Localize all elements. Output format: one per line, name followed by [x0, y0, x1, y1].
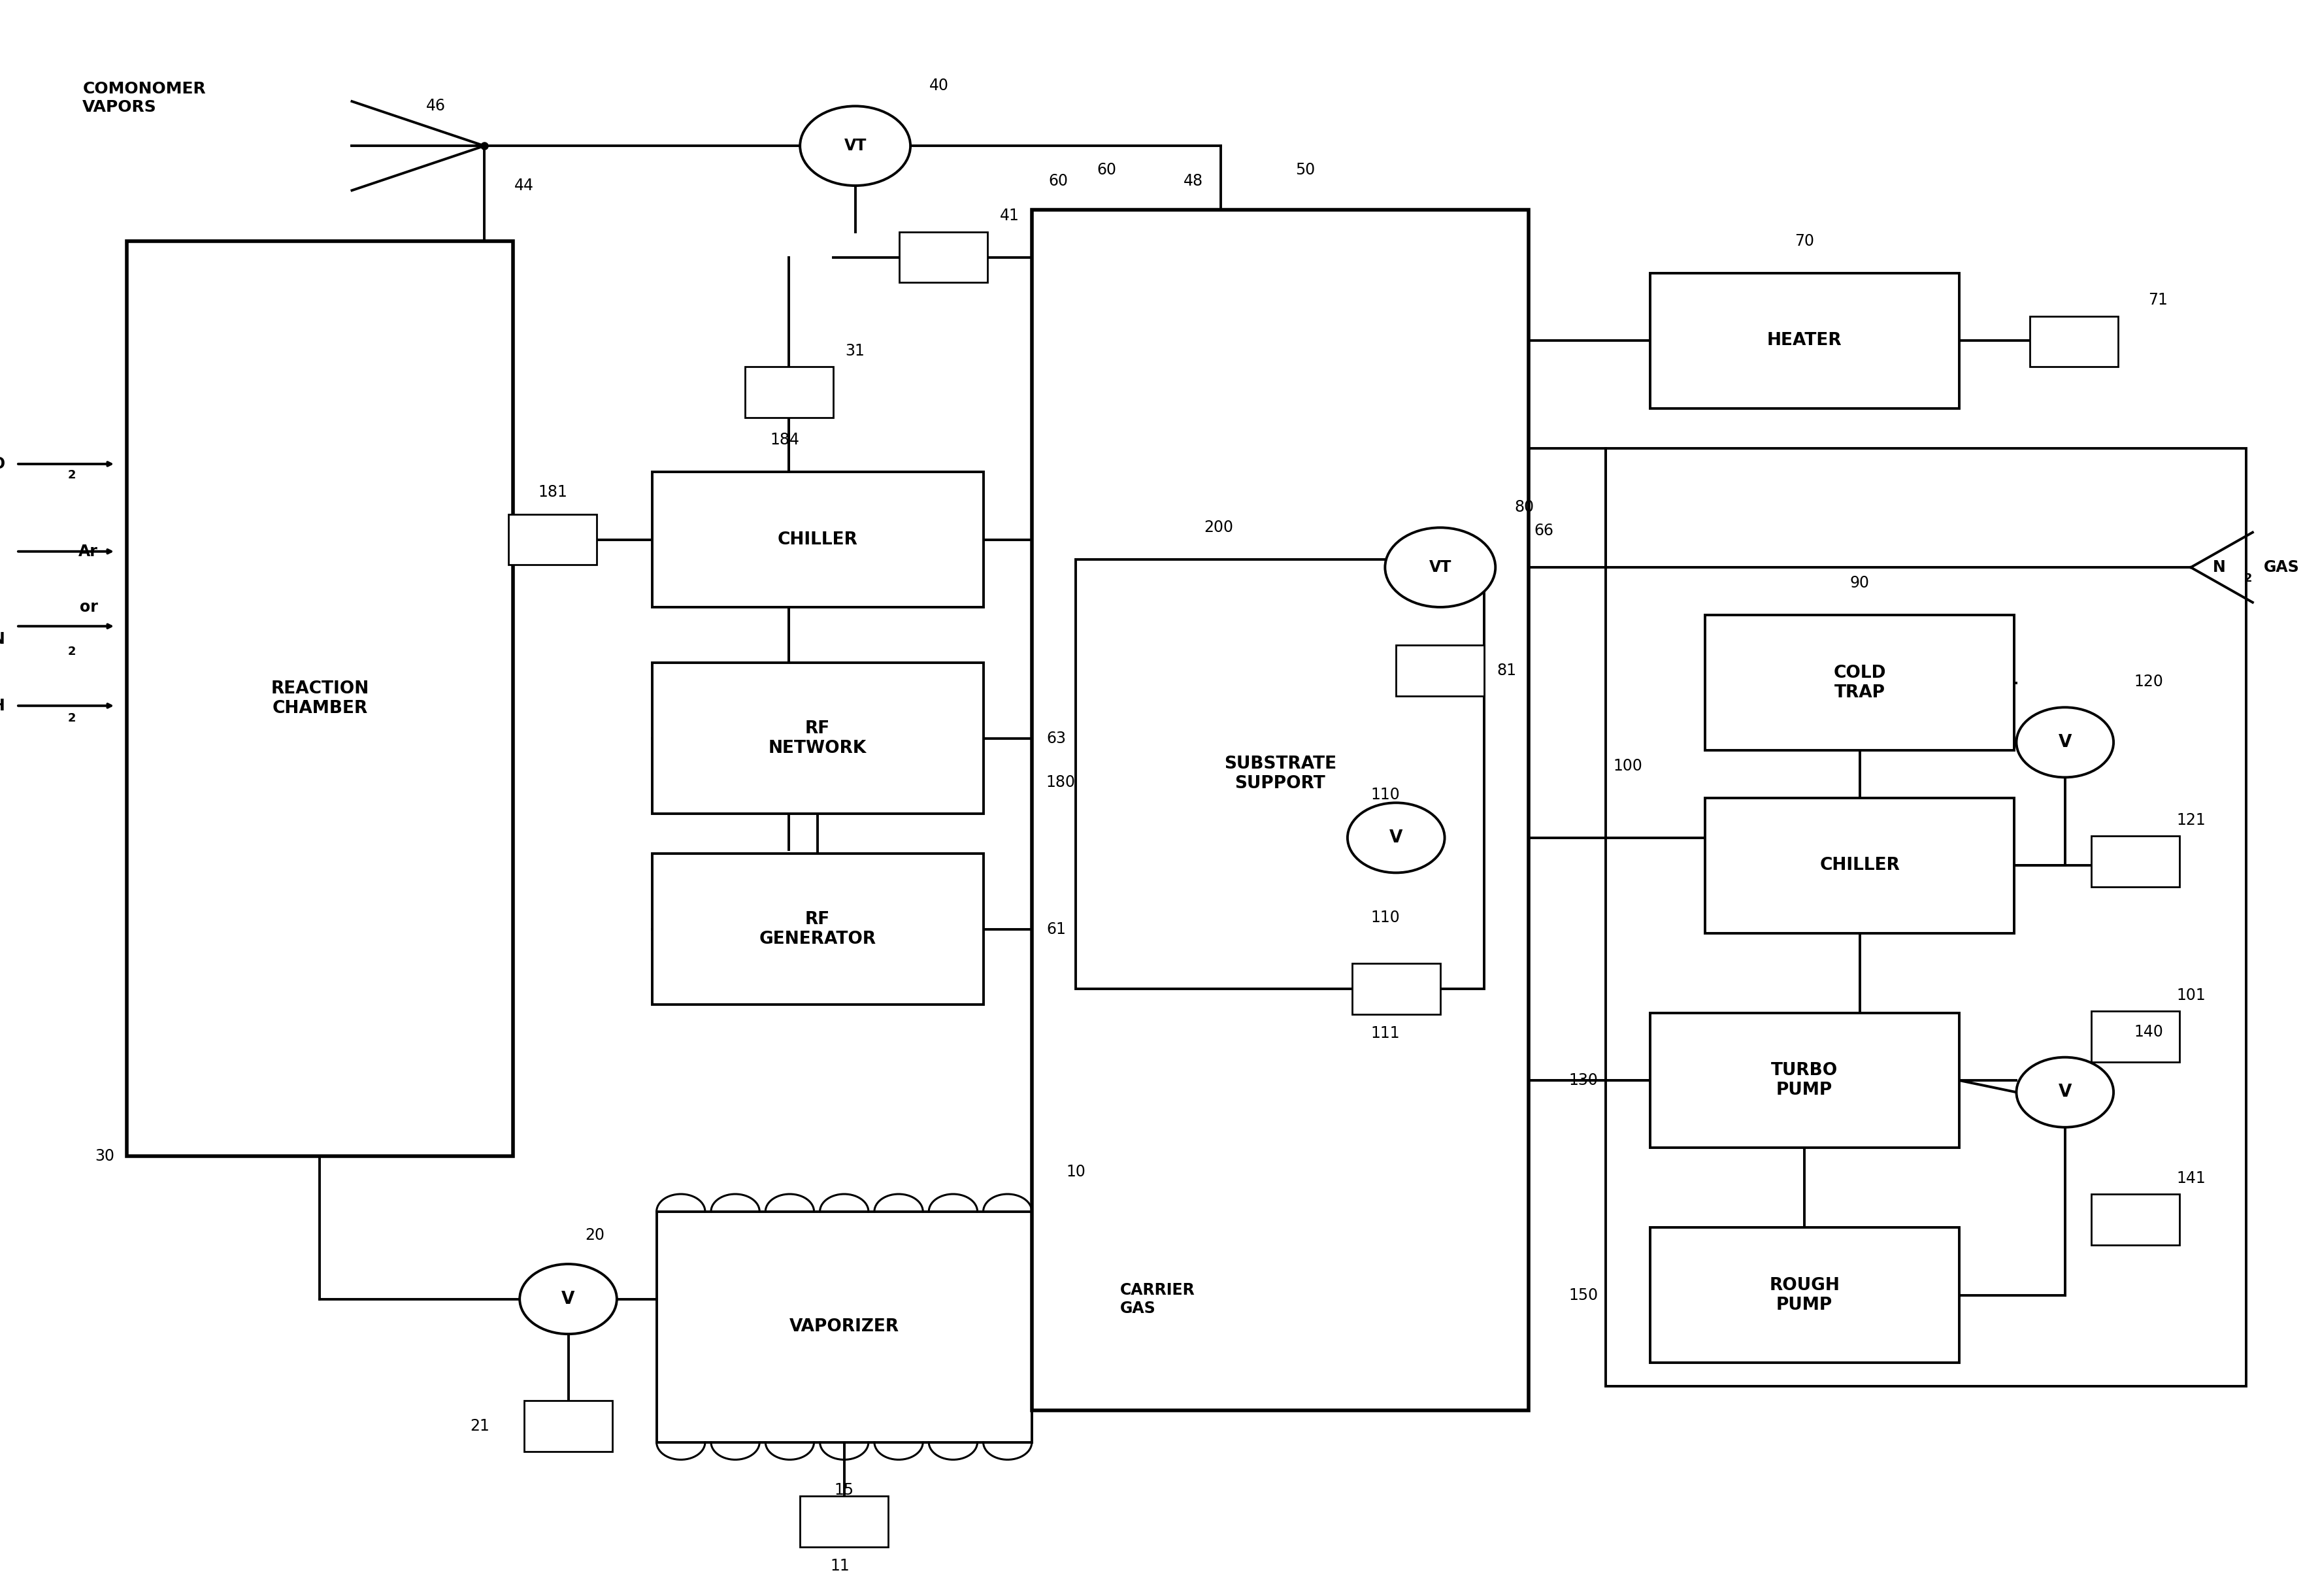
Text: 101: 101 [2176, 988, 2206, 1002]
Text: V: V [562, 1291, 576, 1307]
Text: 180: 180 [1046, 774, 1076, 790]
Text: 181: 181 [539, 484, 567, 500]
Text: 140: 140 [2135, 1025, 2163, 1039]
Bar [2091, 1194, 2179, 1245]
Text: 21: 21 [470, 1419, 491, 1435]
Bar [1352, 964, 1439, 1015]
Bar [744, 367, 834, 418]
Text: 66: 66 [1534, 523, 1555, 538]
Text: 60: 60 [1048, 172, 1069, 188]
Text: 80: 80 [1515, 500, 1534, 516]
Text: 10: 10 [1066, 1163, 1085, 1179]
Text: 70: 70 [1794, 233, 1815, 249]
Text: 40: 40 [930, 78, 949, 93]
Text: 44: 44 [514, 177, 534, 193]
Text: 121: 121 [2176, 812, 2206, 828]
Text: VT: VT [1428, 560, 1451, 575]
Text: O: O [0, 456, 5, 472]
Text: 2: 2 [2243, 573, 2252, 584]
Circle shape [1347, 803, 1444, 873]
Text: V: V [1389, 830, 1403, 846]
Bar [2029, 316, 2119, 367]
Text: 150: 150 [1568, 1288, 1598, 1302]
Circle shape [2017, 707, 2114, 777]
Text: RF
GENERATOR: RF GENERATOR [760, 911, 875, 948]
Text: 50: 50 [1294, 161, 1315, 177]
Text: 2: 2 [67, 712, 76, 725]
Bar [1649, 273, 1960, 409]
Text: HEATER: HEATER [1766, 332, 1842, 350]
Text: 41: 41 [1000, 207, 1020, 223]
Circle shape [2017, 1057, 2114, 1127]
Text: VT: VT [843, 137, 866, 153]
Text: REACTION
CHAMBER: REACTION CHAMBER [272, 680, 368, 717]
Text: N: N [0, 630, 5, 646]
Text: COLD
TRAP: COLD TRAP [1833, 664, 1886, 701]
Bar [2091, 1012, 2179, 1061]
Bar [127, 241, 514, 1156]
Text: Ar: Ar [78, 544, 99, 559]
Bar [1605, 448, 2245, 1387]
Text: 110: 110 [1370, 910, 1400, 926]
Bar [656, 1211, 1032, 1443]
Circle shape [799, 105, 910, 185]
Text: 90: 90 [1849, 576, 1870, 591]
Text: N: N [2213, 560, 2225, 575]
Text: or: or [81, 598, 99, 614]
Text: 81: 81 [1497, 662, 1515, 678]
Bar [799, 1497, 889, 1547]
Bar [652, 662, 983, 814]
Bar [652, 854, 983, 1005]
Text: V: V [2059, 734, 2073, 750]
Bar [1649, 1227, 1960, 1363]
Text: 110: 110 [1370, 787, 1400, 803]
Bar [525, 1401, 613, 1452]
Text: 60: 60 [1096, 161, 1117, 177]
Bar [2091, 836, 2179, 887]
Text: CARRIER
GAS: CARRIER GAS [1119, 1282, 1195, 1317]
Bar [900, 231, 988, 282]
Bar [652, 472, 983, 606]
Text: 130: 130 [1568, 1073, 1598, 1088]
Text: 31: 31 [845, 343, 866, 359]
Text: 2: 2 [67, 646, 76, 658]
Text: 120: 120 [2135, 674, 2163, 689]
Circle shape [1384, 528, 1495, 606]
Text: 30: 30 [94, 1148, 115, 1163]
Bar [509, 514, 596, 565]
Text: 15: 15 [834, 1483, 854, 1497]
Text: 71: 71 [2149, 292, 2167, 308]
Bar [1032, 209, 1529, 1411]
Text: H: H [0, 697, 5, 713]
Text: SUBSTRATE
SUPPORT: SUBSTRATE SUPPORT [1223, 757, 1336, 793]
Text: 20: 20 [585, 1227, 603, 1243]
Bar [1396, 645, 1485, 696]
Bar [1704, 798, 2015, 934]
Text: COMONOMER
VAPORS: COMONOMER VAPORS [83, 81, 205, 115]
Text: 184: 184 [769, 433, 799, 448]
Text: 61: 61 [1046, 921, 1066, 937]
Text: 111: 111 [1370, 1026, 1400, 1041]
Text: CHILLER: CHILLER [778, 531, 857, 547]
Bar [1649, 1013, 1960, 1148]
Text: 2: 2 [67, 469, 76, 480]
Text: VAPORIZER: VAPORIZER [790, 1318, 898, 1336]
Text: GAS: GAS [2264, 560, 2298, 575]
Text: 100: 100 [1612, 758, 1642, 774]
Text: 200: 200 [1204, 520, 1234, 535]
Circle shape [520, 1264, 617, 1334]
Text: 141: 141 [2176, 1170, 2206, 1186]
Text: 48: 48 [1184, 172, 1202, 188]
Text: 63: 63 [1046, 731, 1066, 747]
Text: 11: 11 [829, 1558, 850, 1574]
Bar [1704, 614, 2015, 750]
Text: ROUGH
PUMP: ROUGH PUMP [1769, 1277, 1840, 1314]
Text: V: V [2059, 1084, 2073, 1101]
Text: 46: 46 [426, 99, 444, 113]
Text: CHILLER: CHILLER [1819, 857, 1900, 875]
Text: RF
NETWORK: RF NETWORK [769, 720, 866, 757]
Bar [1076, 560, 1485, 990]
Text: TURBO
PUMP: TURBO PUMP [1771, 1061, 1838, 1098]
